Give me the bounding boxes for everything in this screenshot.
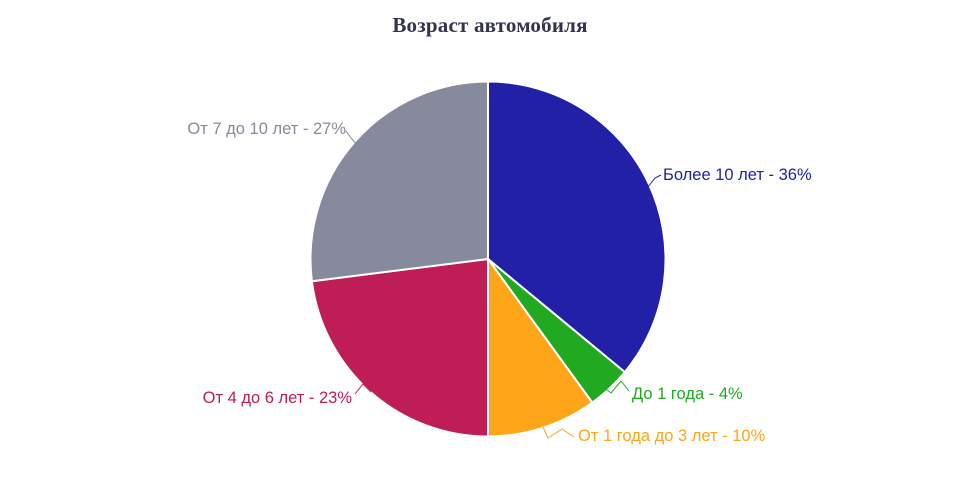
label-connector-3	[354, 383, 372, 395]
label-connector-1	[602, 380, 630, 394]
label-connector-4	[345, 130, 358, 146]
chart-title: Возраст автомобиля	[392, 13, 588, 37]
pie-slice-0[interactable]	[487, 80, 667, 374]
slice-label-4: От 7 до 10 лет - 27%	[187, 120, 346, 138]
pie-slice-3[interactable]	[310, 258, 489, 438]
slice-label-0: Более 10 лет - 36%	[663, 166, 812, 184]
slice-label-2: От 1 года до 3 лет - 10%	[578, 427, 766, 445]
pie-slice-4[interactable]	[309, 80, 489, 283]
slice-label-1: До 1 года - 4%	[632, 385, 743, 403]
label-connector-0	[647, 174, 662, 188]
label-connector-2	[542, 426, 575, 439]
slice-label-3: От 4 до 6 лет - 23%	[203, 389, 353, 407]
